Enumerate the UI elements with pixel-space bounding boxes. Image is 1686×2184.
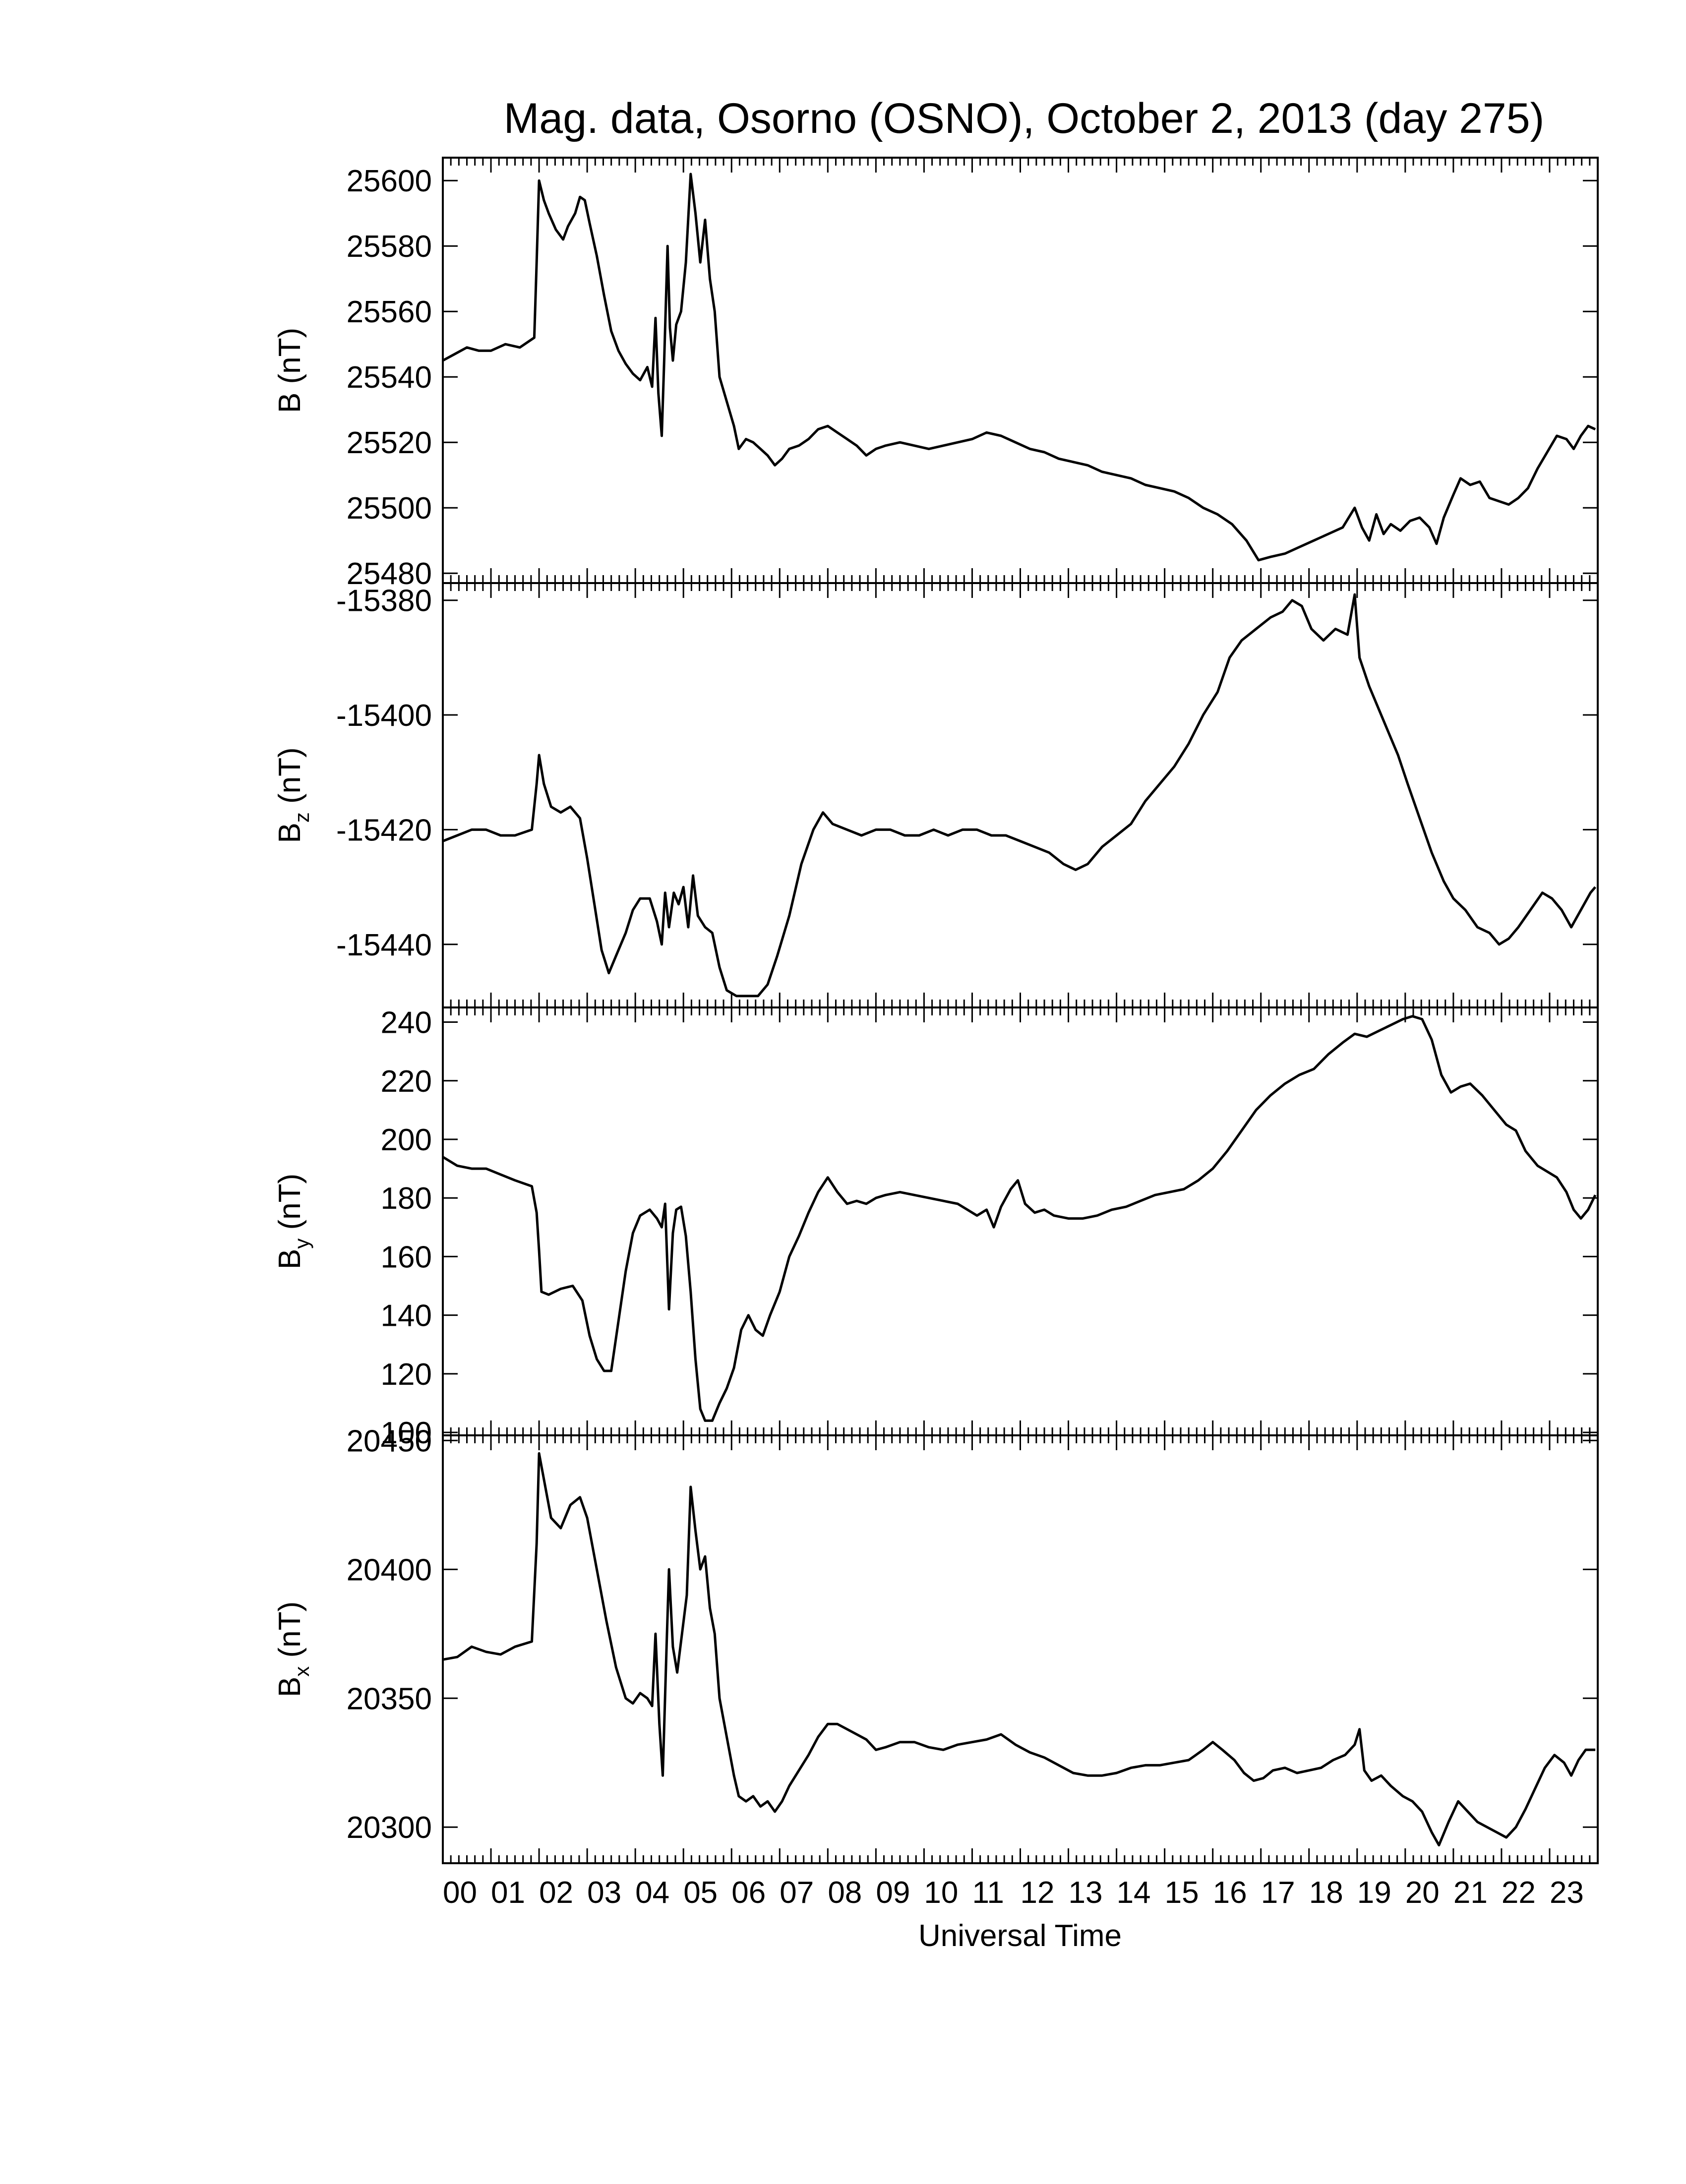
x-tick-label: 20 bbox=[1405, 1876, 1440, 1910]
x-tick-label: 14 bbox=[1117, 1876, 1151, 1910]
x-tick-label: 22 bbox=[1502, 1876, 1536, 1910]
x-tick-label: 01 bbox=[491, 1876, 525, 1910]
y-tick-label: -15380 bbox=[336, 584, 432, 618]
x-tick-label: 03 bbox=[587, 1876, 621, 1910]
y-tick-label: 240 bbox=[381, 1006, 432, 1040]
y-tick-label: 20350 bbox=[347, 1682, 432, 1716]
x-tick-label: 18 bbox=[1309, 1876, 1343, 1910]
panel-by: 100 120 140 160 180 200 220 240 By (nT) bbox=[273, 1006, 1599, 1450]
y-tick-label: -15440 bbox=[336, 928, 432, 962]
plot-frame bbox=[442, 1006, 1599, 1436]
x-tick-label: 04 bbox=[635, 1876, 669, 1910]
y-tick-label: -15420 bbox=[336, 813, 432, 847]
y-tick-label: 120 bbox=[381, 1358, 432, 1392]
y-tick-label: -15400 bbox=[336, 699, 432, 733]
y-axis-label: Bz (nT) bbox=[273, 747, 313, 843]
x-tick-label: 13 bbox=[1069, 1876, 1103, 1910]
plot-frame bbox=[442, 1434, 1599, 1864]
y-tick-label: 20300 bbox=[347, 1811, 432, 1845]
series-line-b bbox=[442, 173, 1596, 562]
x-tick-label: 05 bbox=[683, 1876, 718, 1910]
y-tick-label: 25600 bbox=[347, 164, 432, 198]
x-tick-label: 00 bbox=[443, 1876, 477, 1910]
chart-title: Mag. data, Osorno (OSNO), October 2, 201… bbox=[504, 95, 1544, 142]
x-tick-label: 19 bbox=[1357, 1876, 1391, 1910]
y-tick-label: 20450 bbox=[347, 1424, 432, 1458]
y-axis-label: Bx (nT) bbox=[273, 1601, 313, 1697]
y-tick-label: 200 bbox=[381, 1123, 432, 1157]
y-tick-label: 220 bbox=[381, 1064, 432, 1099]
x-tick-label: 10 bbox=[924, 1876, 958, 1910]
series-line-by bbox=[442, 1015, 1597, 1422]
y-tick-label: 25500 bbox=[347, 491, 432, 526]
series-line-bx bbox=[442, 1452, 1596, 1847]
panel-bz: -15380 -15400 -15420 -15440 Bz (nT) bbox=[273, 582, 1599, 1008]
x-tick-label: 12 bbox=[1021, 1876, 1055, 1910]
x-tick-label: 08 bbox=[828, 1876, 862, 1910]
y-tick-label: 140 bbox=[381, 1299, 432, 1333]
x-tick-labels: 00 01 02 03 04 05 06 07 08 09 10 11 12 13 14 15 16 17 18 19… bbox=[443, 1876, 1584, 1910]
panel-bx: 20300 20350 20400 20450 Bx (nT) bbox=[273, 1424, 1599, 1864]
x-tick-label: 21 bbox=[1453, 1876, 1488, 1910]
plot-frame bbox=[442, 582, 1599, 1008]
y-tick-label: 100 bbox=[381, 1416, 432, 1450]
x-tick-label: 11 bbox=[972, 1876, 1004, 1910]
x-axis-label: Universal Time bbox=[918, 1919, 1122, 1953]
x-tick-label: 17 bbox=[1261, 1876, 1295, 1910]
y-tick-label: 20400 bbox=[347, 1553, 432, 1587]
y-axis-label: B (nT) bbox=[273, 328, 307, 413]
y-axis-label: By (nT) bbox=[273, 1174, 313, 1269]
x-tick-label: 07 bbox=[780, 1876, 814, 1910]
x-tick-label: 02 bbox=[539, 1876, 573, 1910]
y-tick-label: 180 bbox=[381, 1181, 432, 1216]
y-tick-label: 25580 bbox=[347, 230, 432, 264]
y-tick-label: 25480 bbox=[347, 557, 432, 591]
x-tick-label: 06 bbox=[731, 1876, 766, 1910]
x-tick-label: 09 bbox=[876, 1876, 910, 1910]
y-tick-label: 25560 bbox=[347, 295, 432, 329]
panels: 25480 25500 25520 25540 25560 25580 25600 B (nT… bbox=[273, 157, 1599, 1910]
x-tick-label: 16 bbox=[1213, 1876, 1247, 1910]
panel-b: 25480 25500 25520 25540 25560 25580 25600 B (nT… bbox=[273, 157, 1599, 591]
plot-frame bbox=[442, 157, 1599, 584]
x-tick-label: 15 bbox=[1165, 1876, 1199, 1910]
x-tick-label: 23 bbox=[1550, 1876, 1584, 1910]
y-tick-label: 160 bbox=[381, 1240, 432, 1274]
series-line-bz bbox=[442, 593, 1597, 998]
y-tick-label: 25520 bbox=[347, 426, 432, 460]
y-tick-label: 25540 bbox=[347, 360, 432, 395]
